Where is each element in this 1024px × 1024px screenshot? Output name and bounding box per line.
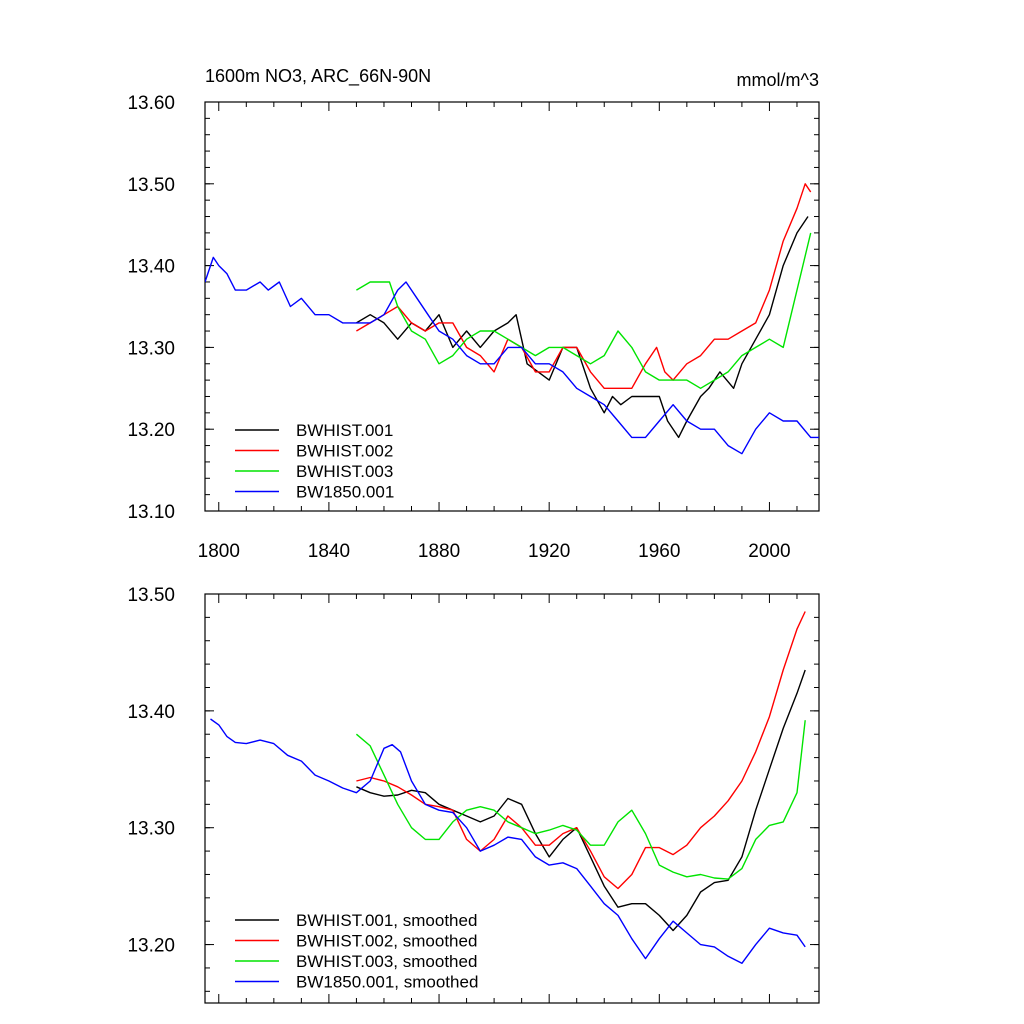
- legend-entry: BWHIST.002: [296, 442, 393, 461]
- legend-entry: BWHIST.001, smoothed: [296, 911, 477, 930]
- legend-entry: BWHIST.001: [296, 421, 393, 440]
- x-tick-label: 2000: [748, 541, 790, 562]
- series-line: [355, 720, 806, 880]
- legend-entry: BW1850.001, smoothed: [296, 973, 478, 992]
- series-line: [356, 183, 812, 389]
- series-line: [356, 232, 812, 389]
- chart-title: 1600m NO3, ARC_66N-90N: [205, 66, 431, 87]
- series-line: [205, 256, 819, 455]
- x-tick-label: 1800: [198, 541, 240, 562]
- chart-panel-top: 1600m NO3, ARC_66N-90N mmol/m^3 1800 1840…: [127, 66, 820, 562]
- chart-units: mmol/m^3: [737, 70, 819, 90]
- y-tick-label: 13.60: [127, 93, 175, 114]
- y-tick-label: 13.30: [127, 819, 175, 840]
- y-tick-label: 13.40: [127, 257, 175, 278]
- legend-entry: BWHIST.002, smoothed: [296, 932, 477, 951]
- series-line: [210, 718, 806, 964]
- plot-frame: [204, 593, 820, 1004]
- series-group: [210, 611, 806, 964]
- series-group: [205, 183, 819, 455]
- chart-panel-bottom: 13.20 13.30 13.40 13.50 BWHIST.001, smoothed…: [127, 585, 820, 1004]
- legend-entry: BWHIST.003, smoothed: [296, 952, 477, 971]
- y-tick-label: 13.20: [127, 936, 175, 957]
- y-tick-label: 13.30: [127, 338, 175, 359]
- x-tick-label: 1880: [418, 541, 460, 562]
- legend: BWHIST.001, smoothed BWHIST.002, smoothed…: [235, 911, 478, 992]
- x-tick-label: 1920: [528, 541, 570, 562]
- plot-frame: [204, 101, 820, 512]
- series-line: [356, 669, 806, 932]
- y-tick-label: 13.20: [127, 420, 175, 441]
- y-tick-label: 13.10: [127, 502, 175, 523]
- x-tick-label: 1840: [308, 541, 350, 562]
- y-tick-label: 13.50: [127, 175, 175, 196]
- series-line: [356, 611, 806, 890]
- y-tick-label: 13.50: [127, 585, 175, 606]
- series-line: [356, 216, 809, 439]
- y-tick-label: 13.40: [127, 702, 175, 723]
- legend-entry: BW1850.001: [296, 483, 394, 502]
- legend-entry: BWHIST.003: [296, 462, 393, 481]
- x-tick-label: 1960: [638, 541, 680, 562]
